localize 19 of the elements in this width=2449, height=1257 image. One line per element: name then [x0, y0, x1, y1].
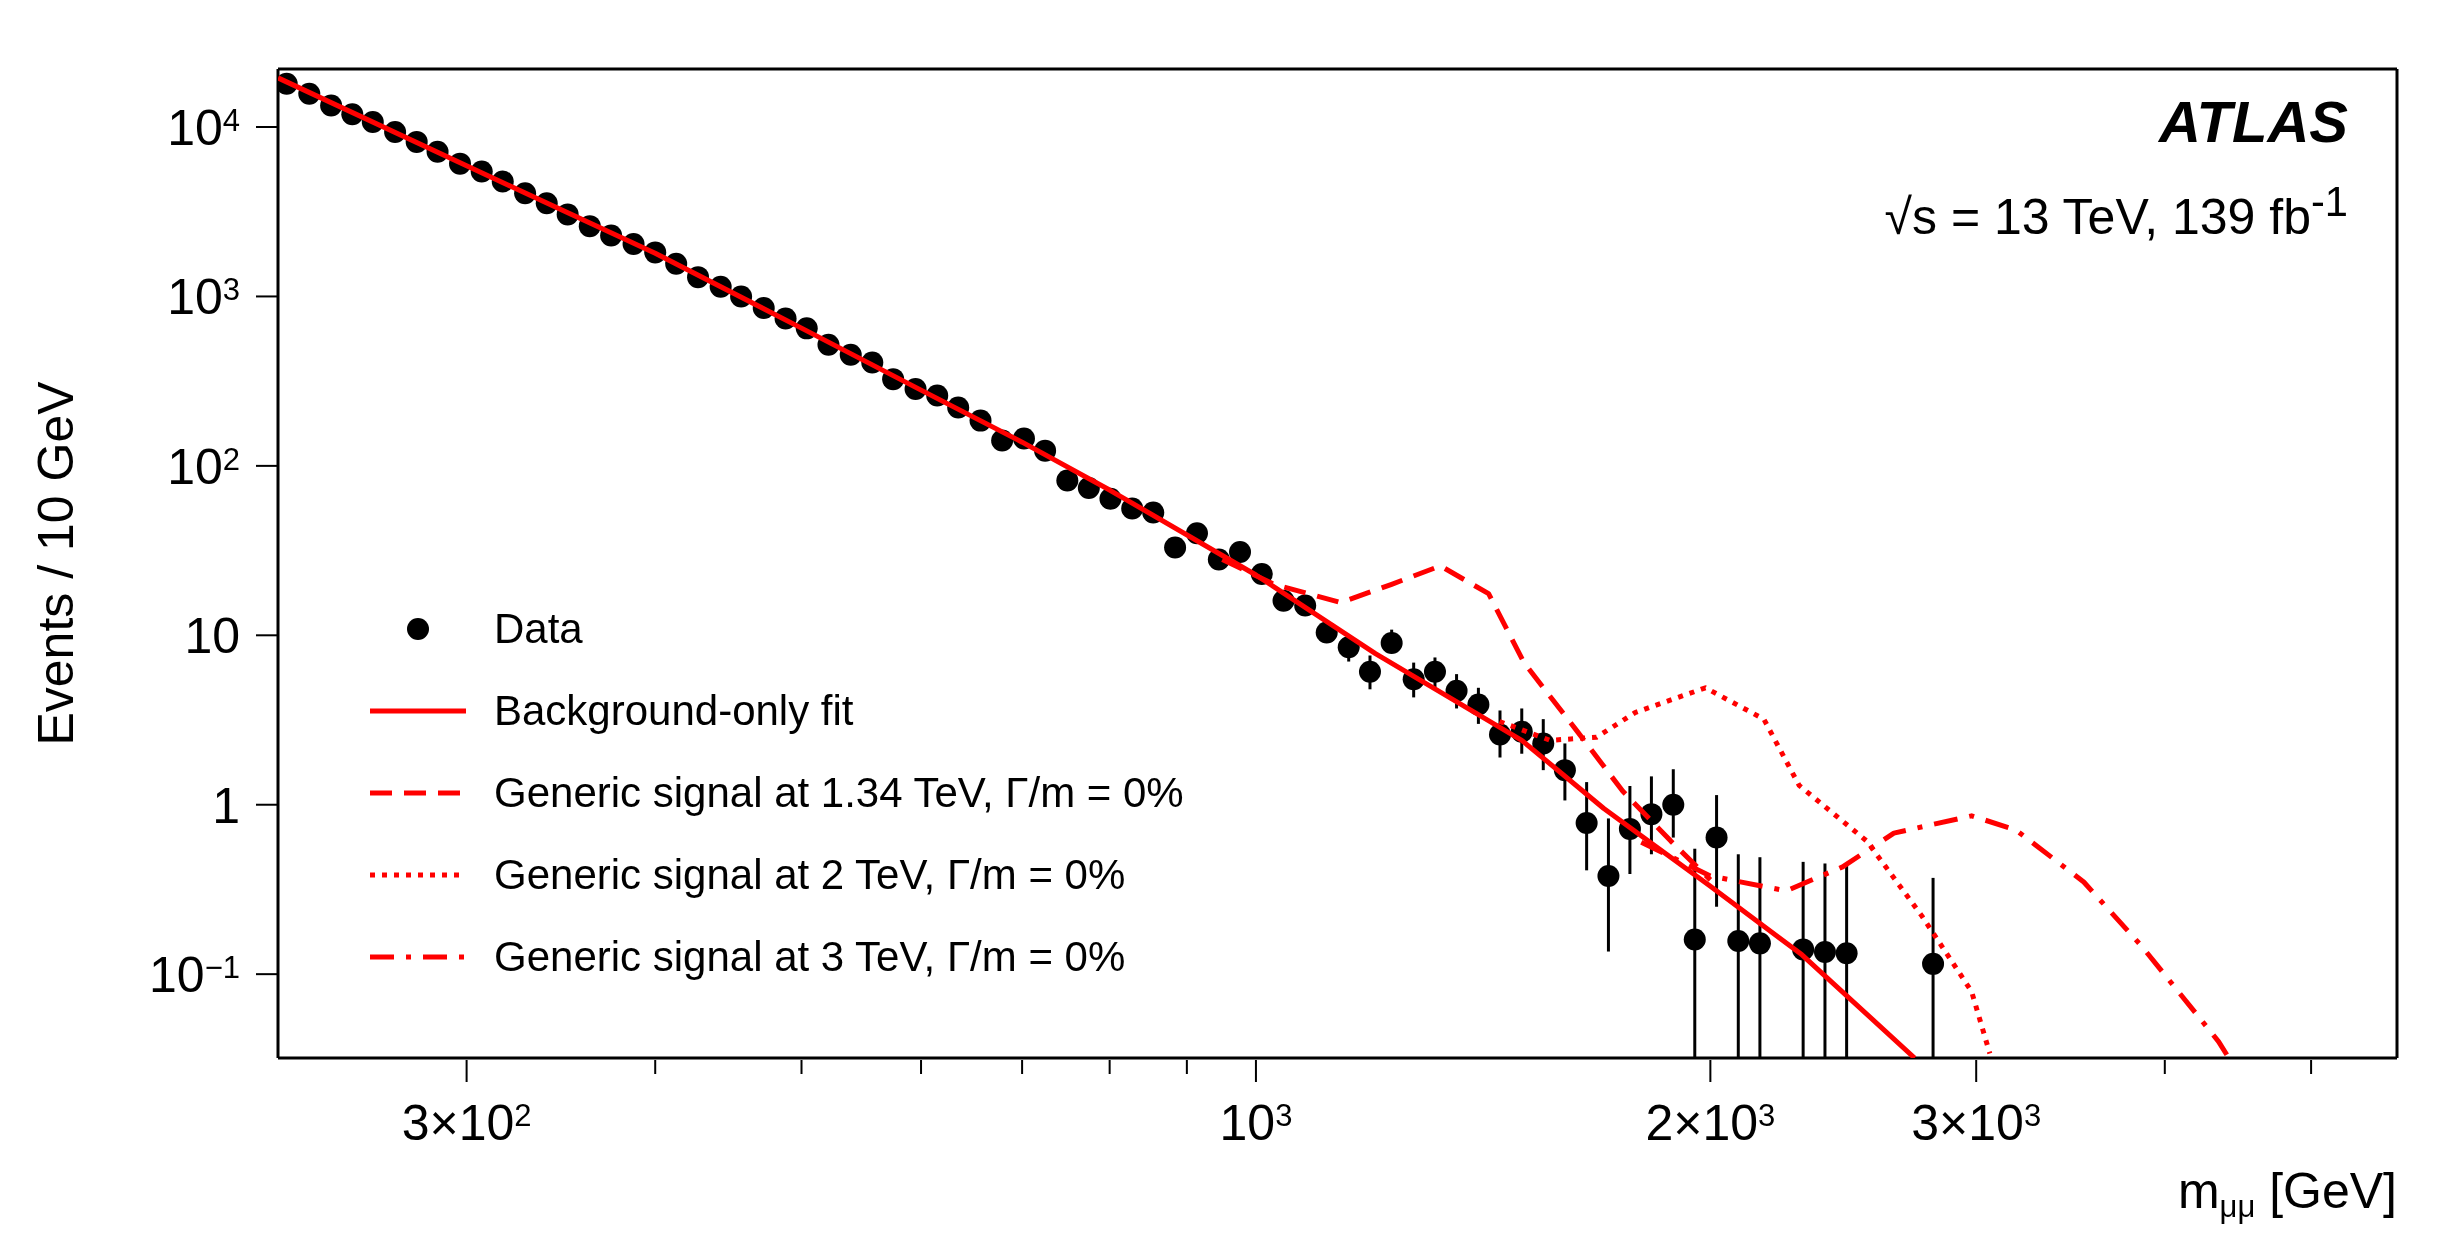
x-axis-title: m$_{μμ}$ [GeV] [2177, 1163, 2397, 1225]
legend-label: Generic signal at 1.34 TeV, Γ/m = 0% [494, 769, 1184, 817]
legend-label: Generic signal at 2 TeV, Γ/m = 0% [494, 851, 1126, 899]
legend-label: Data [494, 605, 583, 653]
x-tick-label: 3×10$^{2}$ [401, 1095, 532, 1151]
y-tick-label: 1 [212, 777, 240, 834]
y-tick-label: 10 [184, 608, 240, 665]
y-tick-label: 10$^{2}$ [167, 438, 240, 495]
x-tick-label: 3×10$^{3}$ [1911, 1095, 2042, 1151]
x-tick-label: 10$^{3}$ [1219, 1095, 1293, 1151]
annotation: √s = 13 TeV, 139 fb$^{-1}$ [1884, 178, 2348, 246]
y-tick-label: 10$^{4}$ [167, 100, 240, 157]
y-tick-label: 10$^{−1}$ [149, 947, 240, 1004]
x-tick-label: 2×10$^{3}$ [1645, 1095, 1776, 1151]
legend-label: Background-only fit [494, 687, 854, 735]
y-axis-title: Events / 10 GeV [28, 380, 84, 746]
annotation: ATLAS [2158, 88, 2348, 155]
legend-label: Generic signal at 3 TeV, Γ/m = 0% [494, 933, 1126, 981]
y-tick-label: 10$^{3}$ [167, 269, 240, 326]
